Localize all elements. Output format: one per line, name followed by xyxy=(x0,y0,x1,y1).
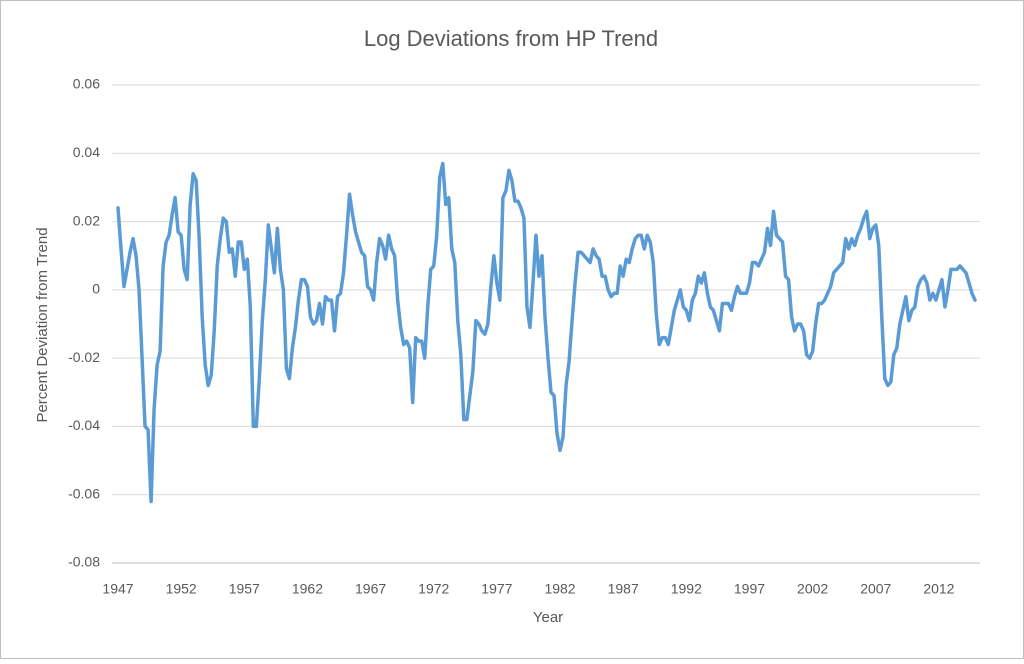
chart-title: Log Deviations from HP Trend xyxy=(364,26,658,51)
x-tick-label: 2002 xyxy=(797,581,828,597)
x-axis-title: Year xyxy=(533,609,563,626)
x-tick-label: 1962 xyxy=(292,581,323,597)
x-tick-label: 1967 xyxy=(355,581,386,597)
data-line xyxy=(116,161,977,504)
y-tick-label: -0.02 xyxy=(68,349,100,365)
x-tick-label: 1987 xyxy=(608,581,639,597)
y-tick-label: 0.04 xyxy=(73,144,100,160)
x-tick-label: 1997 xyxy=(734,581,765,597)
x-tick-label: 2007 xyxy=(860,581,891,597)
x-tick-label: 2012 xyxy=(923,581,954,597)
grid: -0.08 -0.06 -0.04 -0.02 0 0.02 0.04 0.06 1947 195… xyxy=(68,76,980,597)
y-tick-label: -0.06 xyxy=(68,485,100,501)
x-tick-label: 1952 xyxy=(166,581,197,597)
y-axis-title: Percent Deviation from Trend xyxy=(34,227,51,422)
x-tick-label: 1957 xyxy=(229,581,260,597)
y-tick-label: -0.08 xyxy=(68,554,100,570)
y-tick-label: 0.02 xyxy=(73,212,100,228)
plot-area xyxy=(116,161,977,504)
x-tick-label: 1972 xyxy=(418,581,449,597)
x-tick-label: 1982 xyxy=(544,581,575,597)
x-tick-label: 1947 xyxy=(102,581,133,597)
y-tick-label: 0.06 xyxy=(73,76,100,92)
x-tick-label: 1992 xyxy=(671,581,702,597)
y-tick-label: 0 xyxy=(92,281,100,297)
y-tick-label: -0.04 xyxy=(68,417,100,433)
x-tick-label: 1977 xyxy=(481,581,512,597)
